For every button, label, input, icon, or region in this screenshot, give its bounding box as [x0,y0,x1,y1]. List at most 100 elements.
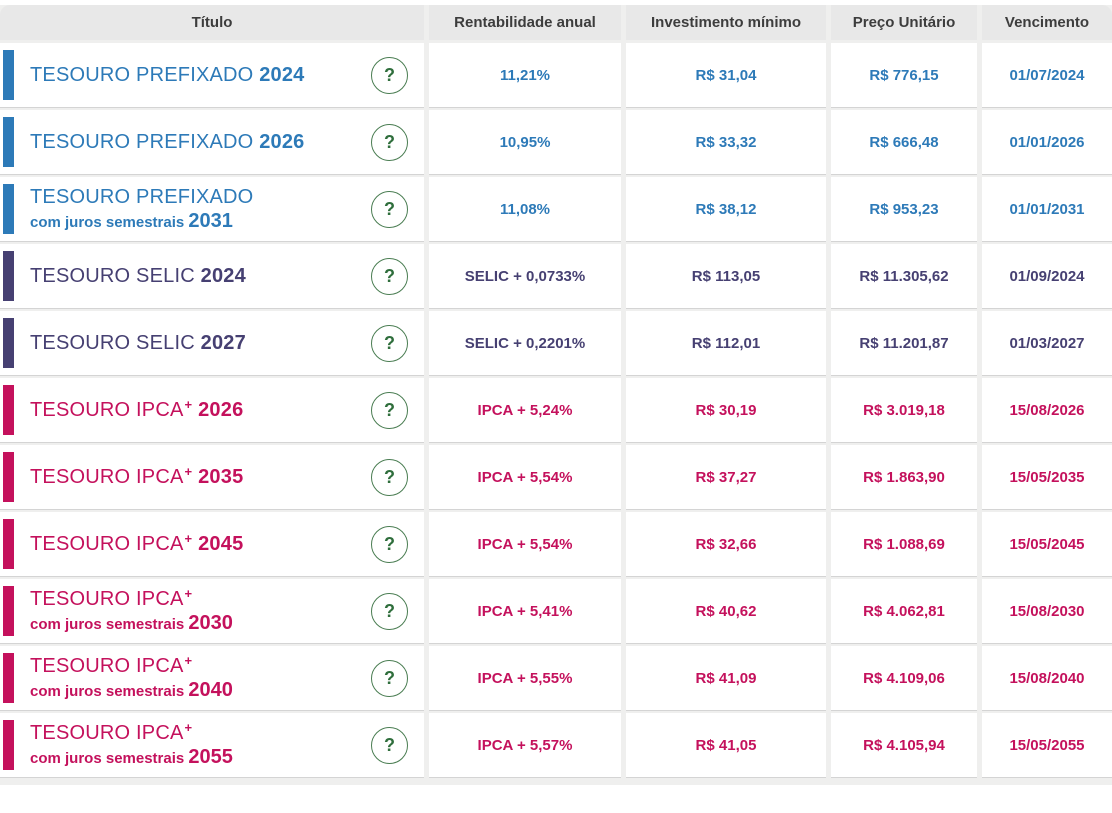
bond-title: TESOURO PREFIXADO 2024 [30,56,371,95]
table-row: TESOURO IPCA+ 2045? IPCA + 5,54% R$ 32,66 R… [0,512,1112,576]
bond-title: TESOURO SELIC 2027 [30,324,371,363]
help-icon[interactable]: ? [371,525,408,563]
annual-rate-cell: 11,21% [429,43,621,107]
unit-price-cell: R$ 1.863,90 [831,445,977,509]
help-icon[interactable]: ? [371,123,408,161]
min-investment-cell: R$ 32,66 [626,512,826,576]
help-icon[interactable]: ? [371,56,408,94]
bond-name: TESOURO IPCA+ [30,719,193,744]
bond-color-bar [3,318,14,368]
bond-title: TESOURO IPCA+ com juros semestrais 2055 [30,714,371,777]
bond-year: 2031 [188,209,233,232]
plus-superscript: + [184,585,193,601]
bond-subtitle: com juros semestrais 2055 [30,745,233,768]
min-investment-cell: R$ 41,09 [626,646,826,710]
bond-name: TESOURO PREFIXADO [30,185,254,208]
unit-price-cell: R$ 4.109,06 [831,646,977,710]
unit-price-cell: R$ 776,15 [831,43,977,107]
bond-title-cell[interactable]: TESOURO PREFIXADO 2024? [0,43,424,107]
bond-title: TESOURO IPCA+ 2035 [30,458,371,497]
bond-title-cell[interactable]: TESOURO IPCA+ com juros semestrais 2030? [0,579,424,643]
unit-price-cell: R$ 4.105,94 [831,713,977,777]
bond-color-bar [3,586,14,636]
bond-title: TESOURO IPCA+ 2045 [30,525,371,564]
help-icon[interactable]: ? [371,458,408,496]
maturity-cell: 01/07/2024 [982,43,1112,107]
bond-title-cell[interactable]: TESOURO PREFIXADO 2026? [0,110,424,174]
bond-name: TESOURO SELIC 2024 [30,264,246,287]
plus-superscript: + [184,463,193,479]
bond-name: TESOURO IPCA+ 2035 [30,463,244,488]
table-row: TESOURO PREFIXADO com juros semestrais 20… [0,177,1112,241]
min-investment-cell: R$ 33,32 [626,110,826,174]
bond-title-cell[interactable]: TESOURO IPCA+ 2026? [0,378,424,442]
column-header-preco: Preço Unitário [831,5,977,40]
help-icon[interactable]: ? [371,190,408,228]
min-investment-cell: R$ 37,27 [626,445,826,509]
help-icon[interactable]: ? [371,592,408,630]
table-header: Título Rentabilidade anual Investimento … [0,5,1112,40]
unit-price-cell: R$ 3.019,18 [831,378,977,442]
bond-title: TESOURO PREFIXADO com juros semestrais 20… [30,178,371,241]
unit-price-cell: R$ 1.088,69 [831,512,977,576]
annual-rate-cell: IPCA + 5,54% [429,512,621,576]
min-investment-cell: R$ 31,04 [626,43,826,107]
table-row: TESOURO IPCA+ 2035? IPCA + 5,54% R$ 37,27 R… [0,445,1112,509]
bond-color-bar [3,385,14,435]
bond-name: TESOURO IPCA+ [30,585,193,610]
bond-title-cell[interactable]: TESOURO IPCA+ com juros semestrais 2055? [0,713,424,777]
maturity-cell: 15/08/2040 [982,646,1112,710]
min-investment-cell: R$ 112,01 [626,311,826,375]
bond-color-bar [3,117,14,167]
bond-name: TESOURO IPCA+ 2045 [30,530,244,555]
unit-price-cell: R$ 953,23 [831,177,977,241]
help-icon[interactable]: ? [371,726,408,764]
help-icon[interactable]: ? [371,391,408,429]
bond-name: TESOURO IPCA+ [30,652,193,677]
bond-title-cell[interactable]: TESOURO SELIC 2024? [0,244,424,308]
maturity-cell: 01/09/2024 [982,244,1112,308]
column-header-investimento: Investimento mínimo [626,5,826,40]
table-row: TESOURO PREFIXADO 2024? 11,21% R$ 31,04 R$ … [0,43,1112,107]
maturity-cell: 01/03/2027 [982,311,1112,375]
bond-title-cell[interactable]: TESOURO SELIC 2027? [0,311,424,375]
bond-year: 2024 [259,63,305,86]
bond-color-bar [3,653,14,703]
bond-title-cell[interactable]: TESOURO IPCA+ com juros semestrais 2040? [0,646,424,710]
table-row: TESOURO IPCA+ com juros semestrais 2055? I… [0,713,1112,777]
unit-price-cell: R$ 666,48 [831,110,977,174]
annual-rate-cell: IPCA + 5,57% [429,713,621,777]
help-icon[interactable]: ? [371,659,408,697]
annual-rate-cell: IPCA + 5,41% [429,579,621,643]
bond-year: 2027 [200,331,246,354]
maturity-cell: 15/05/2035 [982,445,1112,509]
min-investment-cell: R$ 38,12 [626,177,826,241]
bond-name: TESOURO IPCA+ 2026 [30,396,244,421]
bond-title-cell[interactable]: TESOURO IPCA+ 2045? [0,512,424,576]
bond-title: TESOURO IPCA+ com juros semestrais 2030 [30,580,371,643]
maturity-cell: 15/08/2026 [982,378,1112,442]
help-icon[interactable]: ? [371,257,408,295]
plus-superscript: + [184,719,193,735]
bond-name: TESOURO PREFIXADO 2024 [30,63,305,86]
bond-subtitle: com juros semestrais 2031 [30,209,233,232]
unit-price-cell: R$ 11.201,87 [831,311,977,375]
bond-title: TESOURO PREFIXADO 2026 [30,123,371,162]
bond-year: 2030 [188,611,233,634]
bond-year: 2026 [259,130,305,153]
table-row: TESOURO IPCA+ com juros semestrais 2040? I… [0,646,1112,710]
annual-rate-cell: SELIC + 0,2201% [429,311,621,375]
bond-rows: TESOURO PREFIXADO 2024? 11,21% R$ 31,04 R$ … [0,43,1112,777]
help-icon[interactable]: ? [371,324,408,362]
table-row: TESOURO SELIC 2024? SELIC + 0,0733% R$ 113… [0,244,1112,308]
maturity-cell: 01/01/2026 [982,110,1112,174]
min-investment-cell: R$ 30,19 [626,378,826,442]
bond-title-cell[interactable]: TESOURO IPCA+ 2035? [0,445,424,509]
bond-title-cell[interactable]: TESOURO PREFIXADO com juros semestrais 20… [0,177,424,241]
annual-rate-cell: 11,08% [429,177,621,241]
column-header-titulo: Título [0,5,424,40]
bond-subtitle: com juros semestrais 2030 [30,611,233,634]
annual-rate-cell: 10,95% [429,110,621,174]
maturity-cell: 15/08/2030 [982,579,1112,643]
bond-year: 2024 [200,264,246,287]
